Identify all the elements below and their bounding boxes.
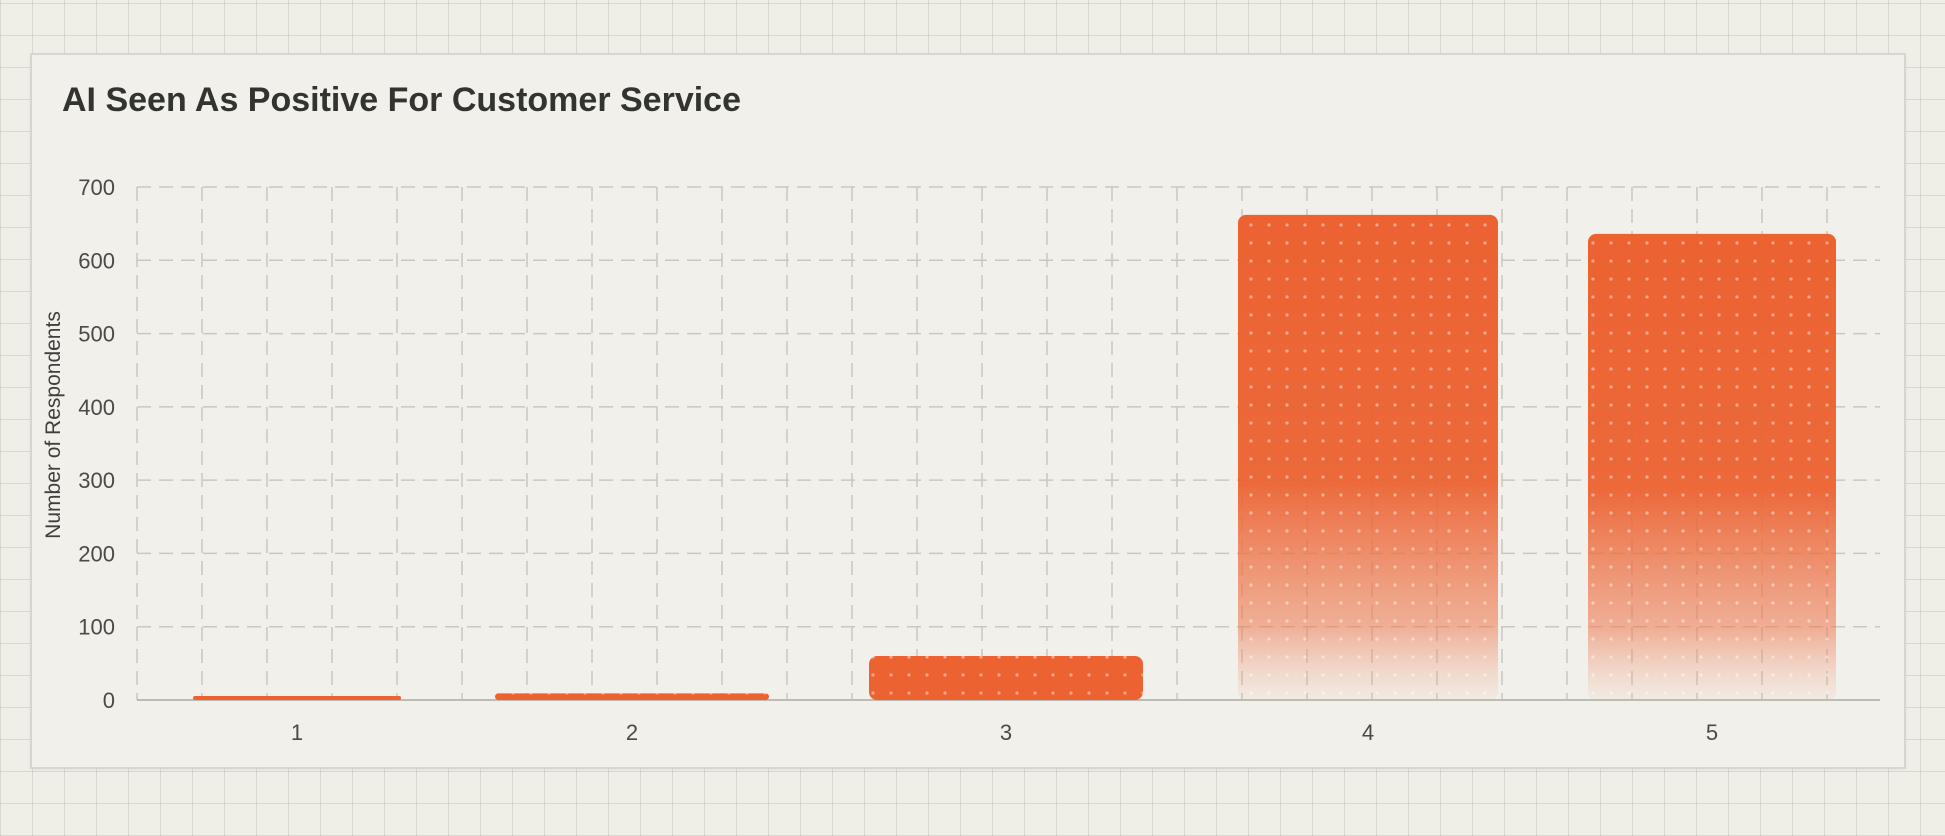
y-tick-label: 600 bbox=[78, 248, 115, 273]
bar-2 bbox=[495, 693, 769, 700]
x-tick-label: 2 bbox=[626, 720, 638, 745]
bar-dot-texture bbox=[1588, 233, 1836, 700]
y-tick-label: 200 bbox=[78, 541, 115, 566]
bar-dot-texture bbox=[495, 693, 769, 700]
bar-5 bbox=[1588, 233, 1836, 700]
chart-title: AI Seen As Positive For Customer Service bbox=[62, 81, 741, 119]
bar-dot-texture bbox=[1238, 214, 1498, 700]
bar-dot-texture bbox=[869, 656, 1143, 700]
y-tick-label: 100 bbox=[78, 615, 115, 640]
y-axis-label: Number of Respondents bbox=[42, 311, 65, 539]
bar-3 bbox=[869, 656, 1143, 700]
x-tick-label: 4 bbox=[1362, 720, 1374, 745]
bars-group bbox=[193, 214, 1836, 700]
y-tick-label: 500 bbox=[78, 322, 115, 347]
bar-dot-texture bbox=[193, 696, 401, 700]
x-tick-label: 1 bbox=[291, 720, 303, 745]
bar-1 bbox=[193, 696, 401, 700]
y-tick-label: 700 bbox=[78, 175, 115, 200]
tick-labels: 0 100 200 300 400 500 600 700 1 2 3 4 5 bbox=[78, 175, 1718, 745]
x-tick-label: 5 bbox=[1706, 720, 1718, 745]
y-tick-label: 300 bbox=[78, 468, 115, 493]
bar-4 bbox=[1238, 214, 1498, 700]
y-tick-label: 0 bbox=[103, 688, 115, 713]
x-tick-label: 3 bbox=[1000, 720, 1012, 745]
y-tick-label: 400 bbox=[78, 395, 115, 420]
